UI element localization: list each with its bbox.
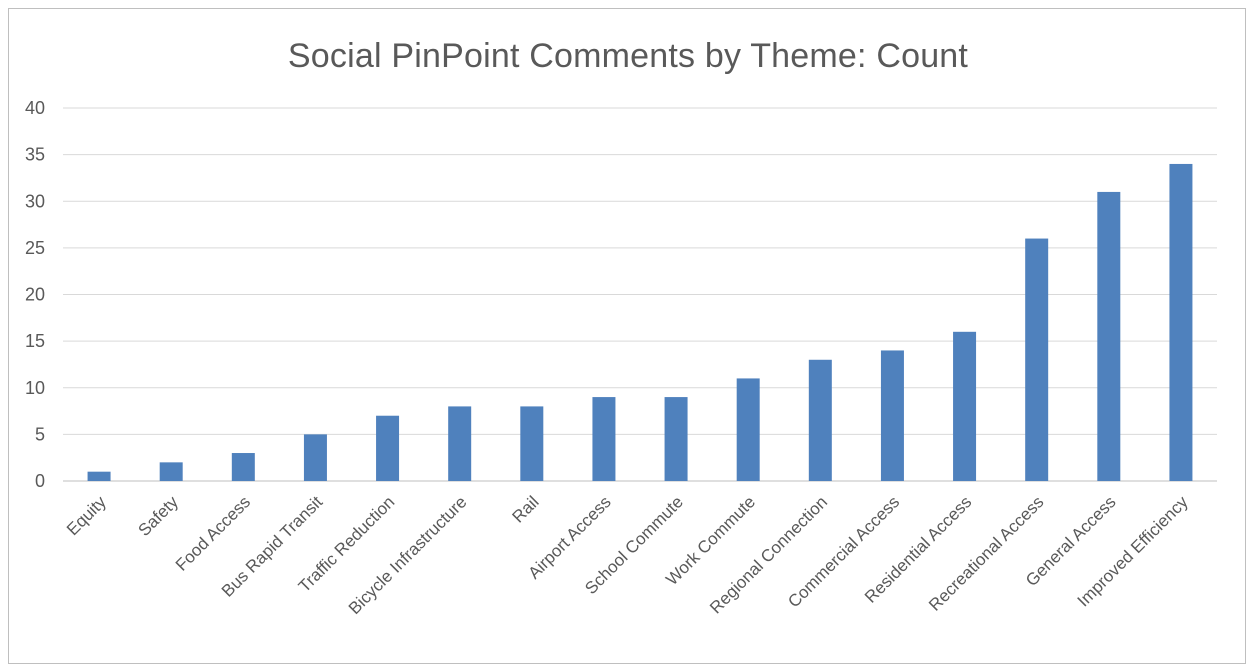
- x-tick-label: Rail: [508, 492, 542, 526]
- bar: [520, 406, 544, 481]
- bar: [231, 453, 255, 481]
- y-tick-label: 15: [25, 331, 45, 351]
- bar: [736, 378, 760, 481]
- bars: [87, 163, 1193, 482]
- bar: [1097, 191, 1121, 482]
- bar: [1169, 163, 1193, 481]
- y-tick-label: 0: [35, 471, 45, 491]
- y-tick-label: 25: [25, 238, 45, 258]
- gridlines: [63, 107, 1217, 482]
- bar: [1025, 238, 1049, 481]
- y-tick-label: 30: [25, 191, 45, 211]
- y-tick-label: 20: [25, 285, 45, 305]
- bar: [953, 331, 977, 481]
- bar: [376, 415, 400, 481]
- x-tick-label: Equity: [63, 492, 110, 539]
- y-tick-label: 35: [25, 145, 45, 165]
- bar: [808, 359, 832, 481]
- y-axis-ticks: 0 5 10 15 20 25 30 35 40: [25, 98, 45, 491]
- y-tick-label: 5: [35, 424, 45, 444]
- bar: [448, 406, 472, 481]
- bar: [159, 462, 183, 481]
- y-tick-label: 40: [25, 98, 45, 118]
- bar: [592, 397, 616, 481]
- x-tick-label: Safety: [134, 492, 182, 540]
- y-tick-label: 10: [25, 378, 45, 398]
- chart-title: Social PinPoint Comments by Theme: Count: [287, 37, 969, 75]
- x-tick-label: Bicycle Infrastructure: [345, 492, 471, 618]
- chart-frame: Social PinPoint Comments by Theme: Count…: [8, 8, 1246, 664]
- bar: [664, 397, 688, 481]
- bar: [87, 471, 111, 481]
- bar: [303, 434, 327, 481]
- bar: [880, 350, 904, 481]
- x-tick-label: Regional Connection: [706, 492, 831, 617]
